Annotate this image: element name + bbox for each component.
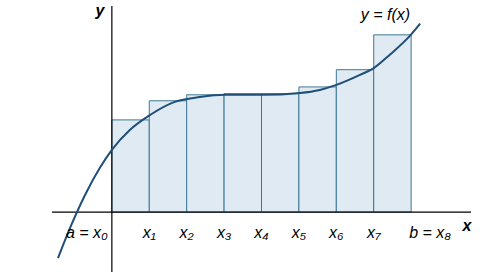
svg-text:x: x	[462, 217, 473, 234]
svg-text:x₄: x₄	[253, 224, 268, 241]
svg-text:x₅: x₅	[291, 224, 307, 241]
svg-text:x₇: x₇	[366, 224, 382, 241]
svg-text:x₁: x₁	[142, 224, 156, 241]
svg-text:x₃: x₃	[216, 224, 231, 241]
svg-text:y: y	[94, 2, 105, 19]
svg-text:x₆: x₆	[328, 224, 344, 241]
svg-text:b = x₈: b = x₈	[409, 224, 451, 241]
svg-text:a = x₀: a = x₀	[66, 224, 108, 241]
svg-text:y = f(x): y = f(x)	[360, 6, 410, 23]
svg-text:x₂: x₂	[179, 224, 194, 241]
